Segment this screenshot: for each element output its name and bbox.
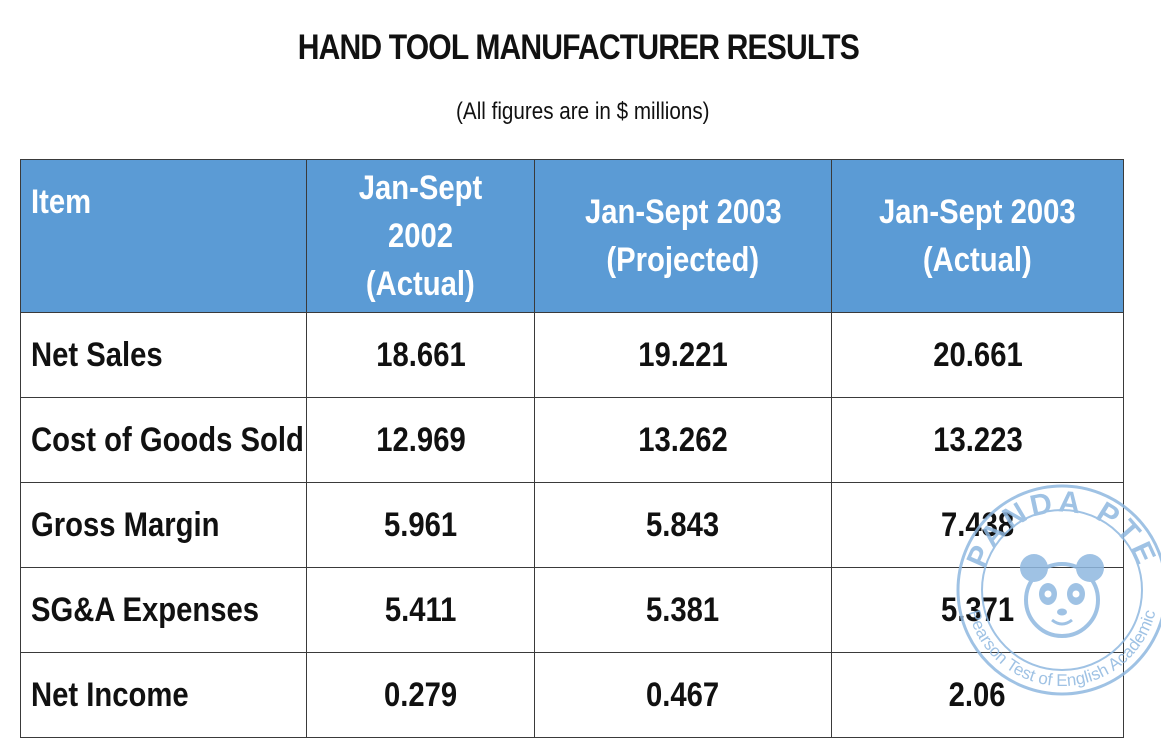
- table-cell: 18.661: [306, 312, 535, 398]
- table-row: Gross Margin 5.961 5.843 7.438: [20, 482, 1124, 568]
- row-label: Net Income: [20, 652, 307, 738]
- row-label: Cost of Goods Sold: [20, 397, 307, 483]
- table-row: Net Sales 18.661 19.221 20.661: [20, 312, 1124, 398]
- table-cell: 5.381: [534, 567, 832, 653]
- table-cell: 5.371: [831, 567, 1124, 653]
- table-cell: 0.467: [534, 652, 832, 738]
- table-cell: 20.661: [831, 312, 1124, 398]
- table-cell: 5.411: [306, 567, 535, 653]
- header-2002-actual: Jan-Sept 2002 (Actual): [306, 159, 535, 313]
- header-2003-projected: Jan-Sept 2003 (Projected): [534, 159, 832, 313]
- table-cell: 2.06: [831, 652, 1124, 738]
- row-label: Net Sales: [20, 312, 307, 398]
- table-cell: 5.843: [534, 482, 832, 568]
- table-row: Cost of Goods Sold 12.969 13.262 13.223: [20, 397, 1124, 483]
- table-cell: 13.262: [534, 397, 832, 483]
- table-cell: 5.961: [306, 482, 535, 568]
- row-label: SG&A Expenses: [20, 567, 307, 653]
- table-title: HAND TOOL MANUFACTURER RESULTS: [297, 28, 860, 67]
- results-table: Item Jan-Sept 2002 (Actual) Jan-Sept 2003…: [20, 159, 1124, 738]
- table-subtitle: (All figures are in $ millions): [456, 98, 710, 125]
- row-label: Gross Margin: [20, 482, 307, 568]
- table-cell: 19.221: [534, 312, 832, 398]
- table-row: SG&A Expenses 5.411 5.381 5.371: [20, 567, 1124, 653]
- table-cell: 12.969: [306, 397, 535, 483]
- header-item: Item: [20, 159, 307, 313]
- header-row: Item Jan-Sept 2002 (Actual) Jan-Sept 2003…: [20, 159, 1124, 313]
- header-2003-actual: Jan-Sept 2003 (Actual): [831, 159, 1124, 313]
- table-cell: 13.223: [831, 397, 1124, 483]
- table-cell: 0.279: [306, 652, 535, 738]
- table-row: Net Income 0.279 0.467 2.06: [20, 652, 1124, 738]
- table-cell: 7.438: [831, 482, 1124, 568]
